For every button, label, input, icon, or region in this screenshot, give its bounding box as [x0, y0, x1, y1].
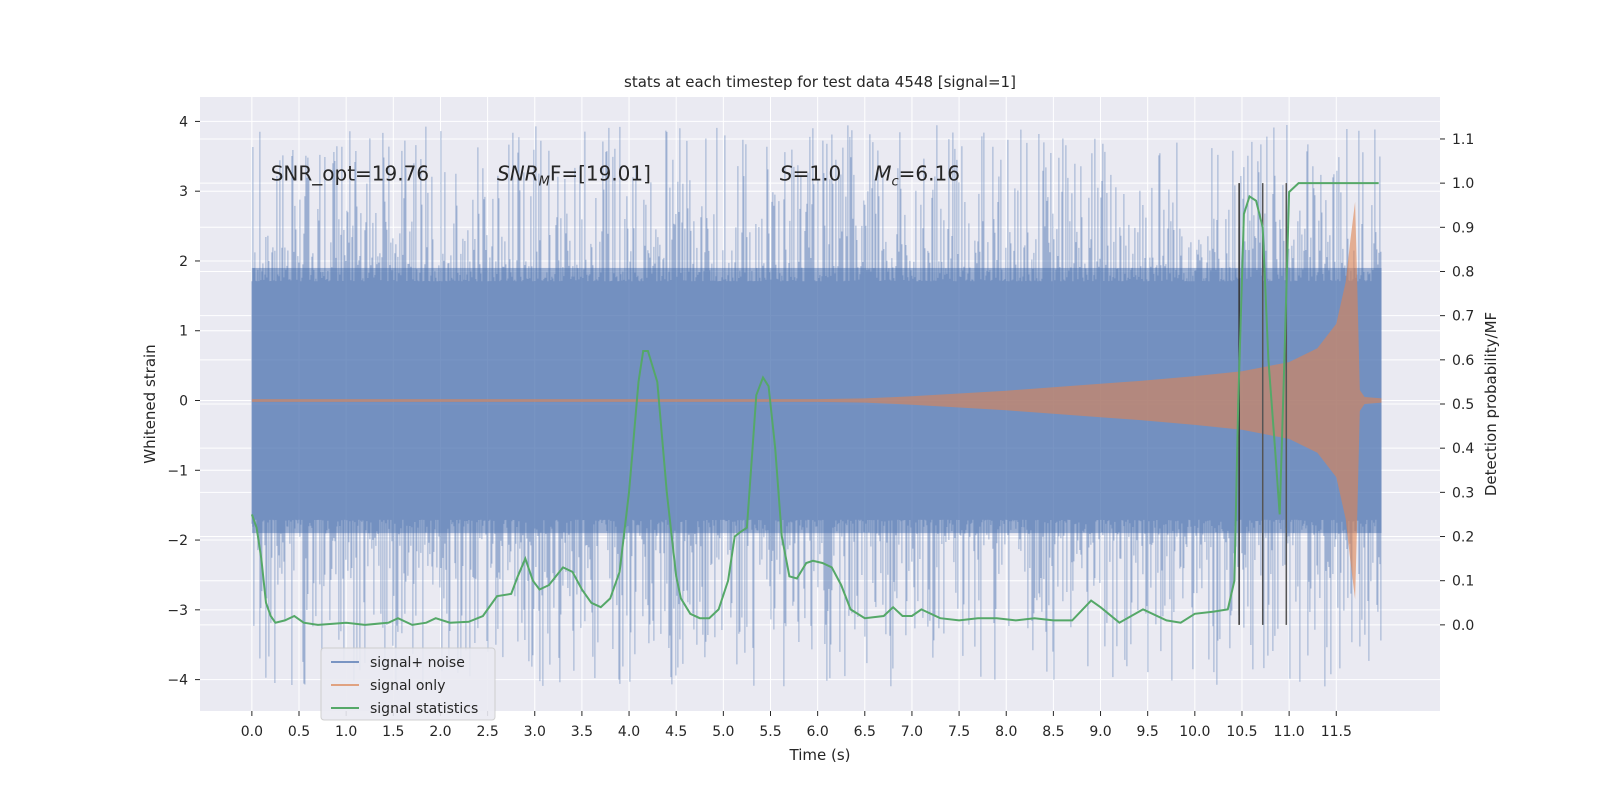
- y2-tick-label-3: 0.8: [1452, 264, 1474, 280]
- signal-series: [251, 201, 1382, 600]
- x-tick-label-15: 7.5: [948, 724, 970, 740]
- y-tick-label-0: 4: [179, 114, 188, 130]
- y-tick-label-2: 2: [179, 254, 188, 270]
- y2-tick-label-9: 0.2: [1452, 530, 1474, 546]
- x-tick-label-2: 1.0: [335, 724, 357, 740]
- y-tick-label-8: −4: [167, 673, 188, 689]
- x-tick-label-21: 10.5: [1226, 724, 1257, 740]
- y2-tick-label-11: 0.0: [1452, 618, 1474, 634]
- y-tick-label-1: 3: [179, 184, 188, 200]
- x-tick-label-20: 10.0: [1179, 724, 1210, 740]
- annotation-0: SNR_opt=19.76: [271, 162, 429, 186]
- x-tick-label-14: 7.0: [901, 724, 923, 740]
- annotation-3: Mc=6.16: [874, 162, 960, 190]
- y2-tick-label-1: 1.0: [1452, 176, 1474, 192]
- x-tick-label-0: 0.0: [241, 724, 263, 740]
- y2-tick-label-10: 0.1: [1452, 574, 1474, 590]
- legend: signal+ noise signal only signal statist…: [320, 647, 496, 721]
- legend-label-signal-noise: signal+ noise: [370, 655, 465, 671]
- legend-label-signal-only: signal only: [370, 678, 445, 694]
- x-tick-label-17: 8.5: [1042, 724, 1064, 740]
- signal-statistics-line: [250, 182, 1379, 626]
- x-tick-label-4: 2.0: [429, 724, 451, 740]
- annotations: SNR_opt=19.76 SNRMF=[19.01] S=1.0 Mc=6.16: [271, 162, 960, 190]
- y2-axis-label: Detection probability/MF: [1482, 312, 1500, 496]
- x-tick-label-7: 3.5: [571, 724, 593, 740]
- x-tick-label-13: 6.5: [854, 724, 876, 740]
- y2-tick-label-4: 0.7: [1452, 309, 1474, 325]
- x-tick-label-3: 1.5: [382, 724, 404, 740]
- x-tick-label-22: 11.0: [1274, 724, 1305, 740]
- x-tick-label-8: 4.0: [618, 724, 640, 740]
- y2-tick-label-0: 1.1: [1452, 132, 1474, 148]
- y-axis-label: Whitened strain: [141, 344, 159, 463]
- x-tick-label-5: 2.5: [476, 724, 498, 740]
- legend-box: [320, 647, 496, 721]
- annotation-2: S=1.0: [780, 162, 841, 186]
- stats-series: [250, 182, 1379, 626]
- x-tick-label-1: 0.5: [288, 724, 310, 740]
- x-tick-label-11: 5.5: [759, 724, 781, 740]
- x-tick-label-23: 11.5: [1321, 724, 1352, 740]
- x-tick-label-10: 5.0: [712, 724, 734, 740]
- y-tick-label-6: −2: [167, 533, 188, 549]
- y2-tick-label-6: 0.5: [1452, 397, 1474, 413]
- x-tick-label-18: 9.0: [1089, 724, 1111, 740]
- y2-tick-label-5: 0.6: [1452, 353, 1474, 369]
- y-tick-label-3: 1: [179, 324, 188, 340]
- y-tick-label-7: −3: [167, 603, 188, 619]
- y2-tick-label-8: 0.3: [1452, 485, 1474, 501]
- x-tick-label-12: 6.0: [807, 724, 829, 740]
- x-tick-label-19: 9.5: [1137, 724, 1159, 740]
- x-axis-label: Time (s): [789, 746, 851, 764]
- ticks: 0.0 0.5 1.0 1.5 2.0 2.5 3.0 3.5 4.0 4.5 5.0 5.5 6.0 6…: [167, 114, 1474, 740]
- annotation-1: SNRMF=[19.01]: [497, 162, 651, 190]
- legend-label-signal-statistics: signal statistics: [370, 701, 478, 717]
- x-tick-label-6: 3.0: [524, 724, 546, 740]
- chart-title: stats at each timestep for test data 454…: [624, 73, 1016, 91]
- x-tick-label-9: 4.5: [665, 724, 687, 740]
- y2-tick-label-2: 0.9: [1452, 220, 1474, 236]
- x-tick-label-16: 8.0: [995, 724, 1017, 740]
- y2-tick-label-7: 0.4: [1452, 441, 1474, 457]
- signal-only-envelope: [251, 201, 1382, 600]
- y-tick-label-5: −1: [167, 463, 188, 479]
- y-tick-label-4: 0: [179, 394, 188, 410]
